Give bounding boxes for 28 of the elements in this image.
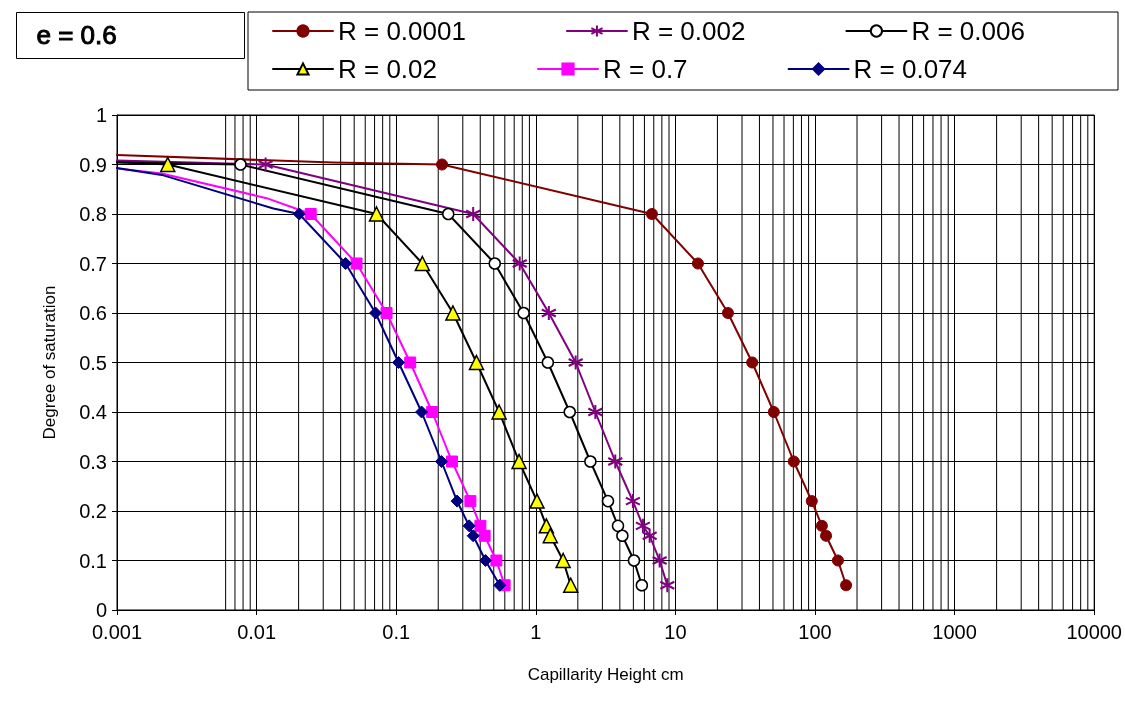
y-tick-label: 0.8 bbox=[79, 203, 107, 225]
legend-label: R = 0.074 bbox=[853, 54, 968, 84]
y-tick-label: 0.7 bbox=[79, 252, 107, 275]
x-tick-label: 1 bbox=[530, 621, 542, 643]
y-tick-label: 0.9 bbox=[79, 153, 107, 176]
x-tick-label: 1000 bbox=[932, 621, 977, 643]
x-tick-label: 10000 bbox=[1066, 621, 1122, 643]
y-tick-label: 0.3 bbox=[79, 450, 107, 473]
x-axis-title: Capillarity Height cm bbox=[527, 665, 684, 684]
y-axis-title: Degree of saturation bbox=[39, 285, 59, 440]
y-tick-label: 0.6 bbox=[79, 302, 107, 324]
y-tick-label: 0.2 bbox=[79, 500, 107, 522]
x-tick-label: 10 bbox=[664, 621, 687, 643]
x-tick-label: 0.001 bbox=[91, 621, 143, 643]
text: e = 0.6 bbox=[36, 19, 117, 50]
y-tick-label: 0.5 bbox=[79, 351, 107, 374]
y-tick-label: 0 bbox=[95, 599, 107, 621]
legend-label: R = 0.02 bbox=[338, 54, 438, 84]
y-tick-label: 1 bbox=[95, 104, 107, 126]
y-tick-label: 0.4 bbox=[79, 401, 107, 423]
legend-label: R = 0.006 bbox=[911, 16, 1025, 46]
x-tick-label: 0.1 bbox=[382, 621, 411, 643]
legend-label: R = 0.0001 bbox=[338, 16, 466, 46]
legend-label: R = 0.7 bbox=[603, 54, 688, 84]
x-tick-label: 0.01 bbox=[237, 621, 277, 643]
x-tick-label: 100 bbox=[798, 621, 832, 643]
legend-label: R = 0.002 bbox=[631, 16, 746, 46]
y-tick-label: 0.1 bbox=[79, 549, 107, 572]
